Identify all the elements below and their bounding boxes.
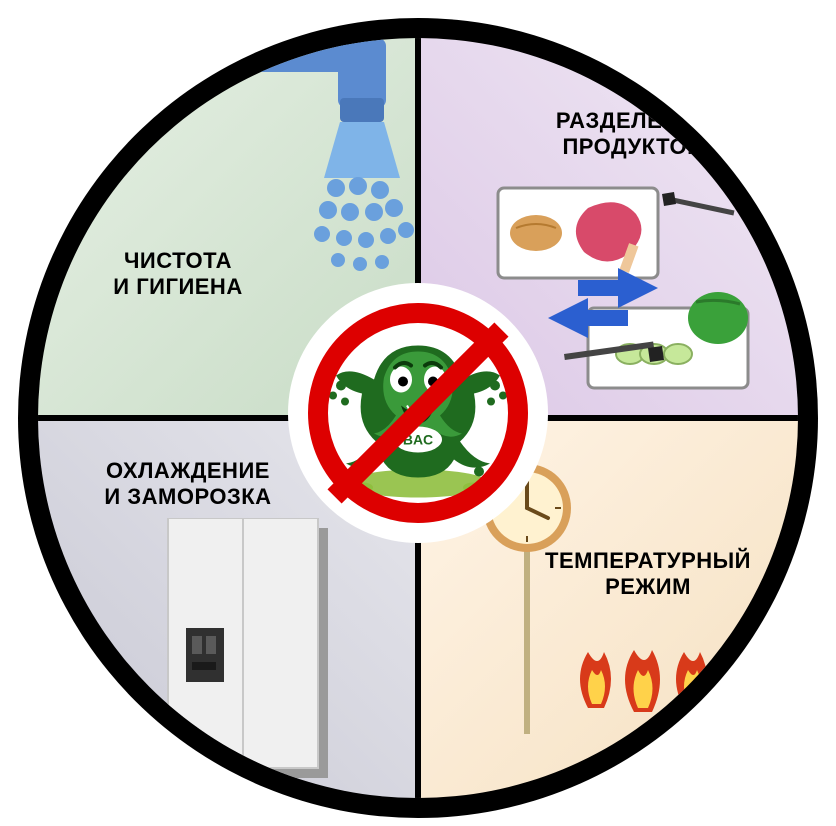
center-disc: BAC <box>288 283 548 543</box>
label-separation: РАЗДЕЛЕНИЕ ПРОДУКТОВ <box>508 108 758 161</box>
prohibit-sign: BAC <box>308 303 528 523</box>
label-cooling: ОХЛАЖДЕНИЕ И ЗАМОРОЗКА <box>68 458 308 511</box>
label-line2: И ЗАМОРОЗКА <box>104 484 271 509</box>
label-line1: РАЗДЕЛЕНИЕ <box>556 108 710 133</box>
fridge-icon <box>148 518 358 798</box>
label-line2: И ГИГИЕНА <box>113 274 242 299</box>
faucet-icon <box>188 38 448 283</box>
diagram-stage: ЧИСТОТА И ГИГИЕНА РАЗДЕЛЕНИЕ ПРОДУКТОВ <box>0 0 836 826</box>
label-cleanliness: ЧИСТОТА И ГИГИЕНА <box>78 248 278 301</box>
label-line1: ОХЛАЖДЕНИЕ <box>106 458 270 483</box>
label-line2: ПРОДУКТОВ <box>562 134 703 159</box>
label-line1: ЧИСТОТА <box>124 248 232 273</box>
